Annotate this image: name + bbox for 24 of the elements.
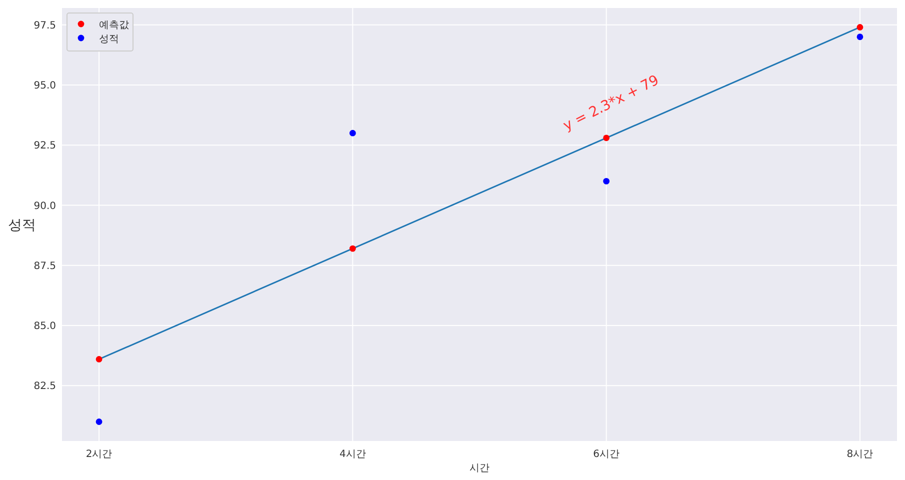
annotation: y = 2.3*x + 79 [560, 72, 662, 134]
x-tick-label: 6시간 [593, 449, 620, 460]
point [603, 178, 610, 184]
point [96, 418, 102, 425]
legend-label: 성적 [99, 34, 119, 45]
point [349, 130, 356, 136]
point [856, 34, 864, 40]
y-tick-label: 82.5 [34, 381, 56, 392]
y-tick-label: 85.0 [34, 321, 56, 332]
y-axis-title: 성적 [8, 218, 36, 234]
y-tick-label: 97.5 [34, 20, 56, 32]
point [349, 245, 356, 252]
point [603, 134, 610, 142]
point [96, 356, 102, 362]
x-axis-title: 시간 [470, 463, 490, 474]
y-tick-label: 87.5 [34, 260, 56, 272]
y-tick-label: 90.0 [34, 200, 56, 212]
x-tick-label: 8시간 [846, 449, 874, 460]
x-tick-label: 2시간 [86, 449, 112, 460]
y-tick-label: 92.5 [34, 140, 56, 152]
point [856, 24, 864, 30]
legend-label: 예측값 [99, 20, 129, 31]
x-tick-label: 4시간 [339, 449, 366, 460]
y-tick-label: 95.0 [34, 80, 56, 92]
